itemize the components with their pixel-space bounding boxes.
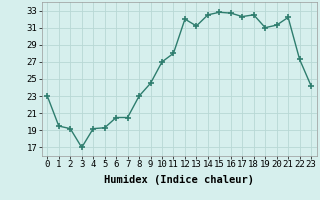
X-axis label: Humidex (Indice chaleur): Humidex (Indice chaleur) bbox=[104, 175, 254, 185]
